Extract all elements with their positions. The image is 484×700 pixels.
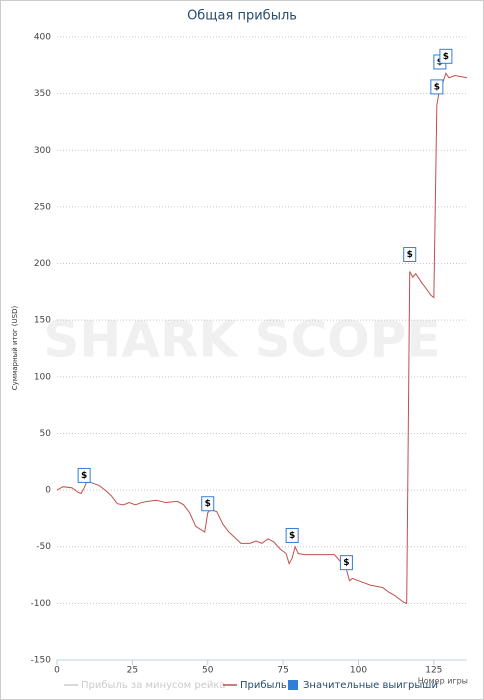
x-axis-label: Номер игры: [418, 677, 468, 686]
watermark: SHARK SCOPE: [43, 311, 440, 369]
x-tick-label: 25: [127, 666, 138, 676]
win-flag-label: $: [434, 82, 440, 92]
win-flag-label: $: [443, 52, 449, 62]
y-tick-label: -150: [31, 656, 52, 666]
chart-title: Общая прибыль: [187, 9, 297, 24]
win-flag-label: $: [343, 558, 349, 568]
profit-line: [56, 72, 468, 605]
legend-label: Прибыль за минусом рейка: [81, 680, 226, 691]
win-flag: [285, 527, 299, 543]
y-tick-label: -50: [36, 542, 51, 552]
win-marker: $: [285, 527, 299, 543]
win-marker: $: [403, 247, 417, 263]
win-flag: [339, 555, 353, 571]
win-marker: $: [201, 496, 215, 512]
win-flag: [77, 467, 91, 483]
y-tick-label: 250: [34, 202, 51, 212]
win-flag: [201, 496, 215, 512]
win-flag: [403, 247, 417, 263]
y-tick-label: 350: [34, 89, 51, 99]
legend-swatch: [288, 680, 298, 690]
x-tick-label: 75: [277, 666, 288, 676]
y-tick-label: 100: [34, 372, 51, 382]
y-tick-label: 0: [45, 486, 51, 496]
y-tick-label: -100: [31, 599, 52, 609]
x-tick-label: 0: [54, 666, 60, 676]
win-marker: $: [339, 555, 353, 571]
y-tick-label: 400: [34, 33, 51, 43]
y-tick-label: 300: [34, 146, 51, 156]
y-tick-label: 150: [34, 316, 51, 326]
legend-label: Прибыль: [240, 680, 287, 691]
win-marker: $: [77, 467, 91, 483]
win-marker: $: [430, 79, 444, 95]
x-tick-label: 100: [350, 666, 367, 676]
x-tick-label: 50: [202, 666, 214, 676]
win-marker: $: [439, 48, 453, 64]
y-tick-label: 200: [34, 259, 51, 269]
win-flag-label: $: [289, 531, 295, 541]
win-flag-label: $: [205, 499, 211, 509]
legend-label: Значительные выигрыши: [303, 680, 438, 691]
y-axis-label: Суммарный итог (USD): [11, 306, 19, 391]
win-flag-label: $: [407, 250, 413, 260]
win-flag: [430, 79, 444, 95]
x-tick-label: 125: [425, 666, 442, 676]
win-flag: [439, 48, 453, 64]
win-flag-label: $: [81, 471, 87, 481]
y-tick-label: 50: [40, 429, 52, 439]
